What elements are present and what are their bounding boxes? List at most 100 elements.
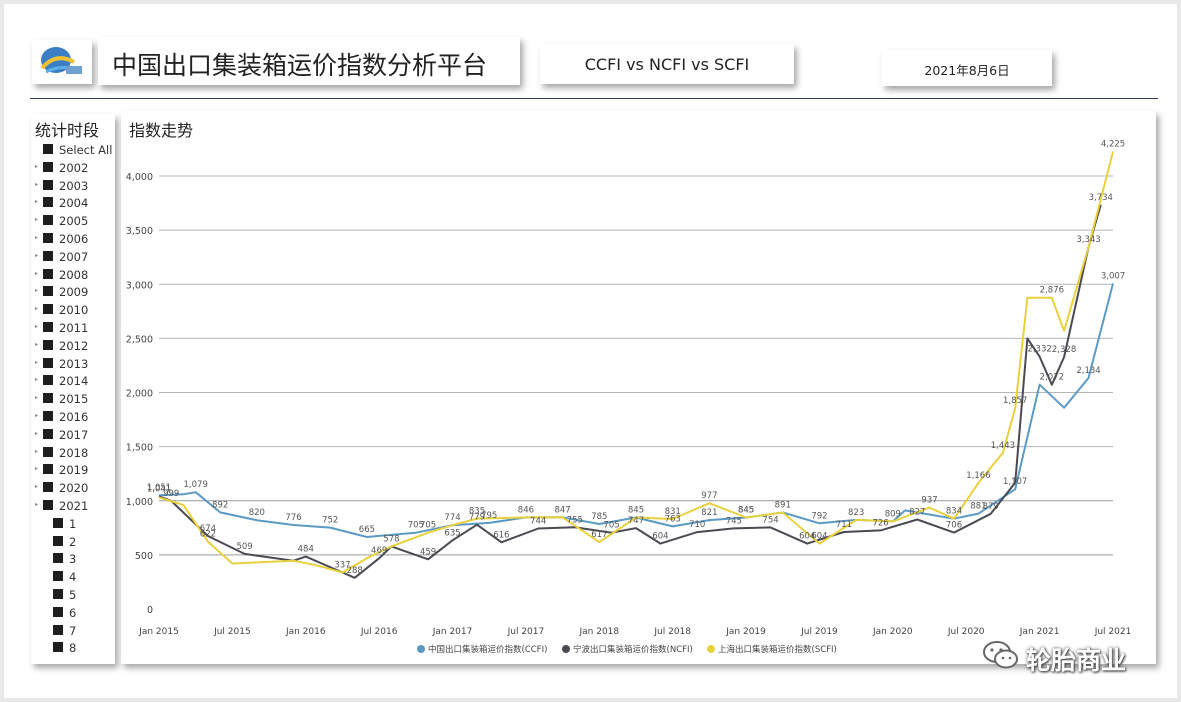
checkbox[interactable]: [43, 499, 53, 510]
expand-arrow-icon[interactable]: ▸: [35, 447, 39, 455]
checkbox[interactable]: [43, 357, 53, 368]
data-label: 845: [738, 506, 754, 516]
slicer-item[interactable]: 4: [31, 569, 115, 587]
checkbox[interactable]: [43, 268, 53, 279]
slicer-item[interactable]: ▸ 2007: [31, 249, 115, 267]
slicer-item[interactable]: 6: [31, 605, 115, 623]
slicer-item-label: 2020: [59, 481, 89, 496]
checkbox[interactable]: [43, 250, 53, 261]
expand-arrow-icon[interactable]: ▸: [35, 465, 39, 473]
checkbox[interactable]: [43, 286, 53, 297]
expand-arrow-icon[interactable]: ▸: [35, 394, 39, 402]
expand-arrow-icon[interactable]: ▸: [35, 198, 39, 206]
checkbox[interactable]: [43, 304, 53, 315]
checkbox[interactable]: [53, 624, 63, 635]
slicer-item[interactable]: 8: [31, 640, 115, 658]
checkbox[interactable]: [43, 428, 53, 439]
data-label: 616: [493, 530, 509, 540]
data-label: 1,857: [1003, 396, 1027, 406]
data-label: 792: [811, 511, 827, 521]
checkbox[interactable]: [43, 144, 53, 154]
checkbox[interactable]: [43, 197, 53, 208]
checkbox[interactable]: [43, 339, 53, 350]
slicer-item[interactable]: ▸ 2011: [31, 320, 115, 338]
expand-arrow-icon[interactable]: ▸: [35, 358, 39, 366]
expand-arrow-icon[interactable]: ▸: [35, 483, 39, 491]
data-label: 892: [212, 500, 228, 510]
data-label: 835: [469, 507, 485, 517]
checkbox[interactable]: [43, 464, 53, 475]
checkbox[interactable]: [43, 232, 53, 243]
checkbox[interactable]: [53, 517, 63, 528]
checkbox[interactable]: [43, 410, 53, 421]
checkbox[interactable]: [53, 571, 63, 582]
slicer-item[interactable]: ▸ 2005: [31, 213, 115, 231]
expand-arrow-icon[interactable]: ▸: [35, 251, 39, 259]
slicer-item[interactable]: ▸ 2014: [31, 373, 115, 391]
checkbox[interactable]: [43, 215, 53, 226]
checkbox[interactable]: [43, 375, 53, 386]
checkbox[interactable]: [43, 482, 53, 493]
slicer-item[interactable]: ▸ 2016: [31, 409, 115, 427]
checkbox[interactable]: [43, 446, 53, 457]
slicer-item[interactable]: ▸ 2004: [31, 195, 115, 213]
slicer-item[interactable]: ▸ 2013: [31, 356, 115, 374]
data-label: 705: [408, 521, 424, 531]
slicer-item-label: 2004: [59, 196, 89, 211]
expand-arrow-icon[interactable]: ▸: [35, 180, 39, 188]
expand-arrow-icon[interactable]: ▸: [35, 269, 39, 277]
data-label: 705: [603, 521, 619, 531]
checkbox[interactable]: [53, 642, 63, 653]
checkbox[interactable]: [43, 321, 53, 332]
slicer-item[interactable]: ▸ 2006: [31, 231, 115, 249]
slicer-item[interactable]: 5: [31, 587, 115, 605]
slicer-item[interactable]: ▸ 2003: [31, 178, 115, 196]
data-label: 706: [946, 521, 962, 531]
data-label: 891: [775, 501, 791, 511]
slicer-item[interactable]: 7: [31, 623, 115, 641]
expand-arrow-icon[interactable]: ▸: [35, 287, 39, 295]
checkbox[interactable]: [43, 393, 53, 404]
expand-arrow-icon[interactable]: ▸: [35, 216, 39, 224]
legend-marker: [707, 645, 715, 653]
slicer-item[interactable]: ▸ 2018: [31, 445, 115, 463]
expand-arrow-icon[interactable]: ▸: [35, 429, 39, 437]
slicer-item[interactable]: ▸ 2020: [31, 480, 115, 498]
data-label: 604: [799, 532, 815, 542]
slicer-item[interactable]: ▸ 2021: [31, 498, 115, 516]
data-label: 879: [983, 502, 999, 512]
slicer-item[interactable]: ▸ 2002: [31, 160, 115, 178]
slicer-item[interactable]: 1: [31, 516, 115, 534]
expand-arrow-icon[interactable]: ▸: [35, 322, 39, 330]
checkbox[interactable]: [53, 606, 63, 617]
checkbox[interactable]: [43, 161, 53, 172]
checkbox[interactable]: [43, 179, 53, 190]
slicer-item[interactable]: Select All: [31, 142, 115, 160]
header-divider: [30, 98, 1158, 99]
slicer-item[interactable]: ▸ 2015: [31, 391, 115, 409]
slicer-item[interactable]: ▸ 2008: [31, 267, 115, 285]
slicer-item[interactable]: 3: [31, 551, 115, 569]
expand-arrow-icon[interactable]: ▸: [35, 233, 39, 241]
checkbox[interactable]: [53, 535, 63, 546]
checkbox[interactable]: [53, 588, 63, 599]
expand-arrow-icon[interactable]: ▸: [35, 411, 39, 419]
data-label: 2,328: [1052, 345, 1076, 355]
slicer-item[interactable]: ▸ 2017: [31, 427, 115, 445]
expand-arrow-icon[interactable]: ▸: [35, 500, 39, 508]
data-label: 2,072: [1040, 373, 1064, 383]
checkbox[interactable]: [53, 553, 63, 564]
slicer-item[interactable]: ▸ 2012: [31, 338, 115, 356]
data-label: 774: [444, 513, 460, 523]
expand-arrow-icon[interactable]: ▸: [35, 162, 39, 170]
slicer-item[interactable]: 2: [31, 534, 115, 552]
slicer-item[interactable]: ▸ 2010: [31, 302, 115, 320]
data-label: 1,166: [966, 471, 990, 481]
slicer-item[interactable]: ▸ 2019: [31, 462, 115, 480]
expand-arrow-icon[interactable]: ▸: [35, 305, 39, 313]
expand-arrow-icon[interactable]: ▸: [35, 340, 39, 348]
slicer-item-label: 2016: [59, 409, 89, 424]
expand-arrow-icon[interactable]: ▸: [35, 376, 39, 384]
slicer-item[interactable]: ▸ 2009: [31, 284, 115, 302]
data-label: 635: [444, 528, 460, 538]
